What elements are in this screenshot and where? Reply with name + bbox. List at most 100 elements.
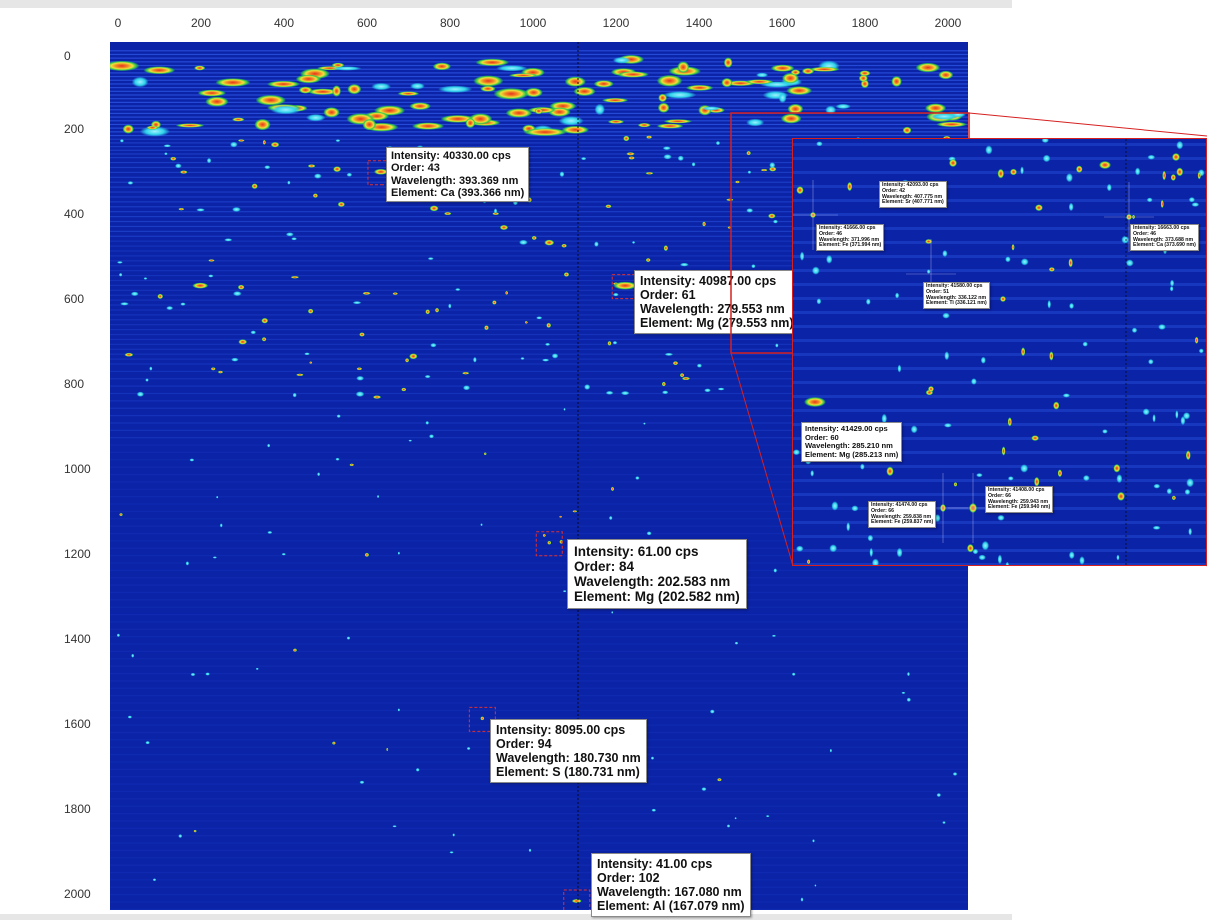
emission-peak [189,458,195,462]
emission-peak [371,82,392,91]
inset-peak [1082,474,1090,482]
order-band [110,294,968,296]
order-band [110,466,968,468]
inset-peak [1048,267,1055,272]
emission-peak [562,590,567,593]
y-tick-label: 1200 [64,547,91,561]
order-band [110,702,968,704]
emission-peak [224,238,233,242]
emission-peak [164,152,168,156]
emission-peak [790,69,801,76]
emission-peak [942,821,946,824]
order-band [110,153,968,155]
order-band [793,479,1206,482]
emission-peak [465,117,476,129]
peak-wavelength: Wavelength: 336.122 nm [926,294,987,301]
order-band [110,230,968,232]
inset-peak [1198,348,1204,354]
emission-peak [605,390,614,395]
emission-peak [336,414,341,418]
emission-peak [829,748,833,753]
emission-peak [545,342,551,346]
emission-peak [174,163,182,169]
peak-order: Order: 46 [1133,230,1157,237]
emission-peak [197,89,227,97]
emission-peak [915,62,941,73]
inset-peak [1176,167,1184,177]
emission-peak [734,817,737,820]
order-band [110,481,968,483]
inset-info-box: Intensity: 41429.00 cps Order: 60 Wavele… [801,422,903,462]
inset-peak [1176,140,1184,150]
peak-info-box: Intensity: 40330.00 cps Order: 43 Wavele… [386,147,530,203]
order-band [110,621,968,623]
emission-peak [332,741,336,745]
order-band [110,79,968,81]
emission-peak [551,353,559,359]
emission-peak [524,320,528,324]
bottom-scrollbar-strip[interactable] [0,914,1012,920]
inset-peak [886,466,894,477]
inset-peak [1034,476,1040,487]
emission-peak [780,113,802,124]
emission-peak [116,633,121,638]
y-tick-label: 400 [64,207,85,221]
peak-marker-box[interactable] [563,889,591,910]
y-tick-label: 1000 [64,462,91,476]
inset-peak [942,312,950,319]
inset-peak [897,364,902,373]
emission-peak [130,291,139,297]
order-band [110,370,968,372]
zoom-inset[interactable]: Intensity: 42093.00 cps Order: 42 Wavele… [792,138,1207,566]
echellogram-canvas[interactable] [110,42,968,910]
emission-peak [480,716,485,721]
order-band [110,901,968,903]
order-band [110,149,968,151]
inset-peak [1186,478,1194,488]
order-band [110,157,968,159]
emission-peak [266,80,301,88]
order-band [110,75,968,78]
order-band [110,422,968,424]
inset-peak [1116,474,1123,484]
emission-peak [455,288,461,291]
peak-element: Element: Fe (259.837 nm) [871,519,934,526]
emission-peak [444,212,452,216]
peak-marker-box[interactable] [611,274,639,300]
peak-order: Order: 43 [391,162,440,175]
emission-peak [717,387,725,391]
order-band [110,805,968,807]
x-tick-label: 2000 [934,16,962,30]
inset-peak [810,470,815,477]
inset-peak [971,378,977,385]
peak-element: Element: Al (167.079 nm) [597,899,745,913]
order-band [110,284,968,286]
inset-info-box: Intensity: 16663.00 cps Order: 46 Wavele… [1130,224,1199,252]
emission-peak [658,93,668,103]
peak-element: Element: Sr (407.771 nm) [882,199,944,206]
order-band [110,392,968,395]
emission-peak [727,226,732,229]
inset-peak [1099,161,1111,169]
emission-peak [646,531,652,536]
order-band [110,333,968,336]
emission-peak [607,119,625,124]
emission-peak [492,300,497,305]
peak-element: Element: Ca (393.366 nm) [391,186,525,199]
emission-peak [559,171,565,178]
inset-peak [1049,351,1054,361]
inset-info-box: Intensity: 41580.00 cps Order: 51 Wavele… [923,282,990,310]
emission-peak [231,357,239,362]
order-band [110,105,968,107]
inset-peak [816,141,823,147]
inset-peak [1170,174,1176,181]
order-band [110,709,968,711]
emission-peak [663,245,669,252]
order-band [110,270,968,272]
inset-peak [881,413,888,424]
peak-element: Element: Mg (202.582 nm) [574,589,740,605]
emission-peak [347,83,362,95]
x-tick-label: 200 [190,16,212,30]
inset-peak [997,514,1005,521]
emission-peak [505,290,509,295]
